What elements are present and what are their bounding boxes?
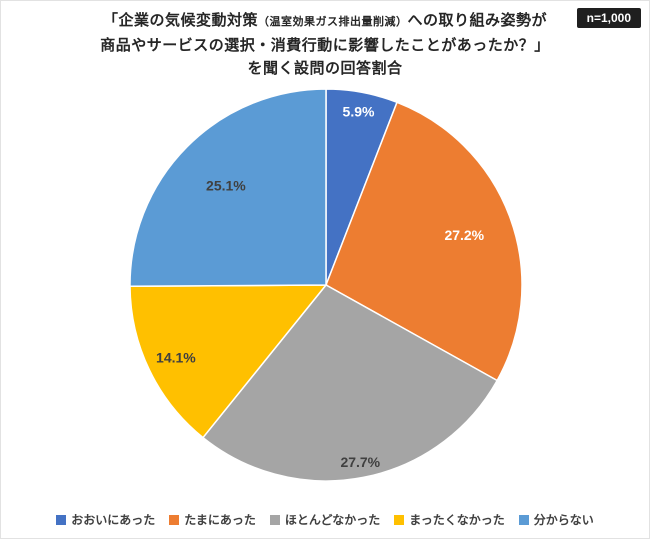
legend-item-0: おおいにあった [56,511,155,528]
chart-area: 5.9% 27.2% 27.7% 14.1% 25.1% [1,82,649,488]
legend-label-2: ほとんどなかった [284,513,381,527]
title-line1-small: （温室効果ガス排出量削減） [258,16,408,28]
pie-slice-4 [129,88,327,287]
legend-label-4: 分からない [533,513,594,527]
legend-swatch-4 [518,514,529,525]
legend-item-1: たまにあった [169,511,256,528]
legend-label-1: たまにあった [184,513,256,527]
legend-item-2: ほとんどなかった [269,511,381,528]
slice-label-3: 14.1% [156,349,196,365]
pie-slice-3 [129,284,328,439]
title-line-1: 「企業の気候変動対策（温室効果ガス排出量削減）への取り組み姿勢が [1,9,649,34]
legend-item-3: まったくなかった [394,511,505,528]
legend-item-4: 分からない [518,511,594,528]
legend-label-3: まったくなかった [409,513,505,527]
title-line-3: を聞く設問の回答割合 [247,60,403,77]
title-line-2: 商品やサービスの選択・消費行動に影響したことがあったか？」 [100,37,550,54]
slice-label-1: 27.2% [444,227,484,243]
pie-slice-2 [201,284,499,482]
legend-swatch-2 [269,514,280,525]
slice-label-0: 5.9% [343,104,375,120]
title-line1-pre: 「企業の気候変動対策 [102,12,258,29]
slice-label-2: 27.7% [340,454,380,470]
legend: おおいにあった たまにあった ほとんどなかった まったくなかった 分からない [1,511,649,528]
slice-label-4: 25.1% [206,178,246,194]
legend-label-0: おおいにあった [71,513,156,527]
chart-title: 「企業の気候変動対策（温室効果ガス排出量削減）への取り組み姿勢が 商品やサービス… [1,9,649,80]
title-line1-post: への取り組み姿勢が [407,12,548,29]
chart-header: 「企業の気候変動対策（温室効果ガス排出量削減）への取り組み姿勢が 商品やサービス… [1,1,649,80]
legend-swatch-3 [394,514,405,525]
sample-size-badge: n=1,000 [576,8,641,28]
pie-slice-1 [325,101,523,382]
legend-swatch-1 [169,514,180,525]
legend-swatch-0 [56,514,67,525]
pie-chart: 5.9% 27.2% 27.7% 14.1% 25.1% [129,88,523,482]
